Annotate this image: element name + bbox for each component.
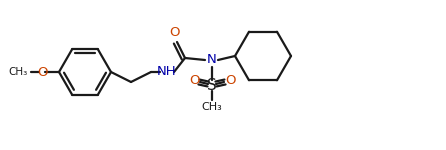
Text: S: S: [207, 78, 217, 93]
Text: O: O: [170, 27, 180, 39]
Text: O: O: [225, 75, 235, 87]
Text: O: O: [189, 75, 199, 87]
Text: CH₃: CH₃: [9, 67, 28, 77]
Text: NH: NH: [157, 65, 177, 78]
Text: O: O: [37, 66, 47, 78]
Text: CH₃: CH₃: [202, 102, 223, 112]
Text: N: N: [207, 53, 217, 66]
